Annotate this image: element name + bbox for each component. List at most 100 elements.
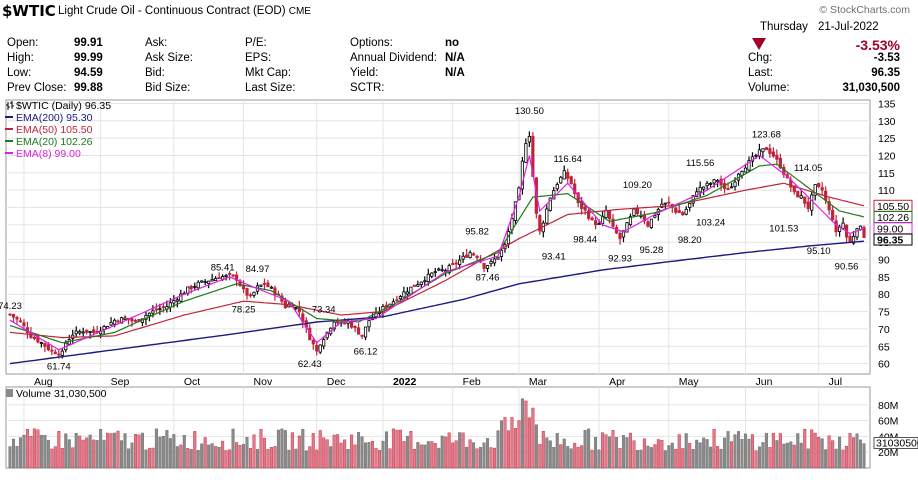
price-bar-body — [810, 194, 814, 211]
price-bar-body — [621, 230, 626, 238]
volume-bar — [269, 447, 273, 469]
volume-bar — [479, 447, 483, 469]
volume-bar — [541, 431, 545, 469]
price-bar-body — [123, 317, 127, 320]
volume-bar — [294, 448, 298, 469]
volume-bar — [796, 433, 800, 469]
volume-bar — [656, 439, 660, 469]
price-bar-body — [130, 318, 134, 322]
price-annotation: 87.46 — [476, 272, 500, 283]
volume-bar — [789, 441, 793, 469]
volume-bar — [262, 437, 266, 469]
volume-bar — [391, 428, 395, 469]
volume-bar — [29, 436, 33, 469]
volume-bar — [709, 446, 713, 469]
quote-value: -3.53 — [873, 52, 900, 64]
quote-label: Prev Close: — [7, 82, 67, 94]
quote-value: 99.99 — [74, 52, 103, 64]
volume-bar — [454, 440, 458, 469]
volume-bar — [102, 439, 106, 469]
volume-bar — [71, 447, 75, 469]
price-bar-body — [778, 157, 782, 169]
volume-bar — [210, 443, 214, 469]
price-bar-body — [855, 228, 859, 238]
price-bar-body — [555, 184, 559, 190]
price-bar-body — [566, 171, 570, 179]
month-label: 2022 — [393, 376, 417, 388]
volume-bar — [165, 429, 169, 469]
volume-bar — [674, 449, 678, 469]
price-annotation: 93.41 — [542, 252, 566, 263]
volume-bar — [266, 449, 270, 469]
price-bar-body — [437, 268, 441, 271]
price-tick-label: 110 — [878, 185, 895, 197]
volume-bar — [242, 443, 246, 469]
price-bar-body — [820, 187, 824, 191]
price-bar-body — [395, 299, 399, 302]
price-bar-body — [18, 320, 23, 323]
volume-bar — [74, 433, 78, 469]
ema200-line — [9, 240, 865, 365]
price-bar-body — [116, 320, 120, 323]
price-bar-body — [248, 294, 253, 297]
volume-bar — [276, 429, 280, 469]
volume-bar — [785, 442, 789, 469]
price-bar-body — [594, 220, 598, 226]
volume-bar — [601, 432, 605, 469]
volume-bar — [18, 437, 22, 469]
volume-bar — [140, 432, 144, 469]
volume-bar — [527, 417, 531, 469]
price-bar-body — [119, 317, 124, 324]
volume-bar — [88, 434, 92, 469]
volume-bar — [214, 446, 218, 469]
price-bar-body — [409, 286, 413, 295]
volume-bar — [726, 431, 730, 469]
volume-bar — [747, 438, 751, 469]
volume-bar — [133, 433, 137, 469]
price-bar-body — [607, 210, 612, 220]
price-bar-body — [489, 261, 493, 265]
volume-bar — [855, 433, 859, 469]
price-bar-body — [729, 186, 734, 189]
volume-bar — [419, 444, 423, 469]
volume-bar — [757, 446, 761, 469]
volume-bar — [705, 439, 709, 469]
price-bar-body — [60, 350, 64, 356]
price-bar-body — [482, 263, 486, 269]
volume-bar — [562, 438, 566, 469]
month-label: Aug — [34, 376, 53, 388]
price-bar-body — [660, 203, 664, 208]
volume-bar — [357, 431, 361, 469]
volume-bar — [297, 435, 301, 469]
volume-bar — [465, 446, 469, 469]
price-bar-body — [733, 181, 737, 187]
price-bar-body — [667, 201, 671, 204]
volume-bar — [120, 440, 124, 469]
volume-bar — [235, 442, 239, 469]
volume-bar — [569, 448, 573, 469]
volume-bar — [325, 439, 329, 469]
volume-bar — [346, 449, 350, 469]
price-tick-label: 80 — [878, 289, 890, 301]
volume-bar — [151, 447, 155, 469]
quote-label: Volume: — [748, 82, 790, 94]
volume-bars — [8, 398, 866, 469]
month-label: Oct — [184, 376, 200, 388]
volume-bar — [712, 428, 716, 469]
volume-bar — [203, 437, 207, 469]
price-bar-body — [548, 197, 552, 211]
volume-bar — [503, 417, 507, 469]
price-bar-body — [590, 217, 594, 221]
volume-bar — [576, 447, 580, 469]
volume-bar — [583, 430, 587, 469]
volume-bar — [660, 439, 664, 469]
price-bar-body — [580, 200, 584, 209]
price-marker-label: 105.50 — [877, 201, 909, 213]
volume-bar — [343, 439, 347, 469]
price-bar-body — [39, 342, 43, 344]
price-bar-body — [841, 222, 845, 229]
volume-bar — [440, 435, 444, 469]
quote-value: 99.88 — [74, 82, 103, 94]
price-annotation: 95.28 — [639, 245, 663, 256]
volume-bar — [852, 437, 856, 469]
